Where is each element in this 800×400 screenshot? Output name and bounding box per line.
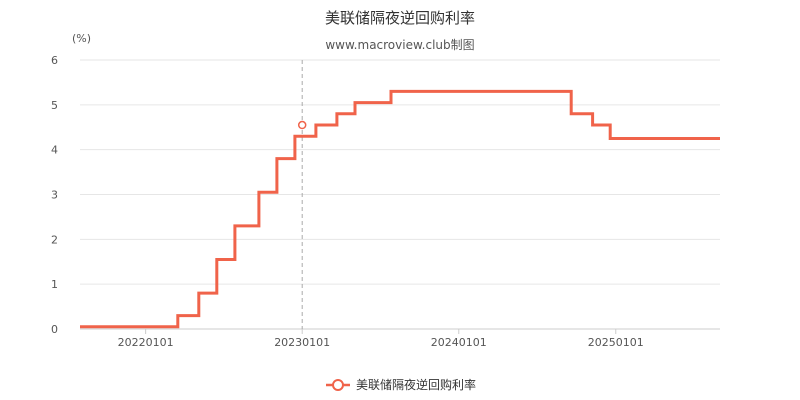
x-tick-label: 20220101 [118, 336, 174, 349]
chart-subtitle: www.macroview.club制图 [325, 38, 474, 52]
grid-lines [80, 59, 720, 285]
x-axis-ticks: 20220101 20230101 20240101 20250101 [118, 329, 644, 349]
hover-point-marker[interactable] [297, 120, 307, 130]
legend-label: 美联储隔夜逆回购利率 [356, 377, 476, 392]
x-tick-label: 20250101 [588, 336, 644, 349]
legend[interactable]: 美联储隔夜逆回购利率 [326, 377, 476, 392]
y-tick-label: 2 [51, 233, 58, 246]
y-tick-label: 4 [51, 144, 58, 157]
y-tick-label: 0 [51, 323, 58, 336]
y-axis-ticks: 0 1 2 3 4 5 6 [51, 54, 58, 336]
legend-marker-icon [332, 379, 344, 391]
y-tick-label: 6 [51, 54, 58, 67]
series-line [80, 89, 720, 329]
y-tick-label: 3 [51, 189, 58, 202]
series-layer [80, 89, 720, 329]
x-tick-label: 20230101 [274, 336, 330, 349]
y-tick-label: 1 [51, 278, 58, 291]
x-tick-label: 20240101 [431, 336, 487, 349]
chart-title: 美联储隔夜逆回购利率 [325, 9, 475, 27]
y-axis-unit-label: (%) [72, 32, 91, 45]
y-tick-label: 5 [51, 99, 58, 112]
